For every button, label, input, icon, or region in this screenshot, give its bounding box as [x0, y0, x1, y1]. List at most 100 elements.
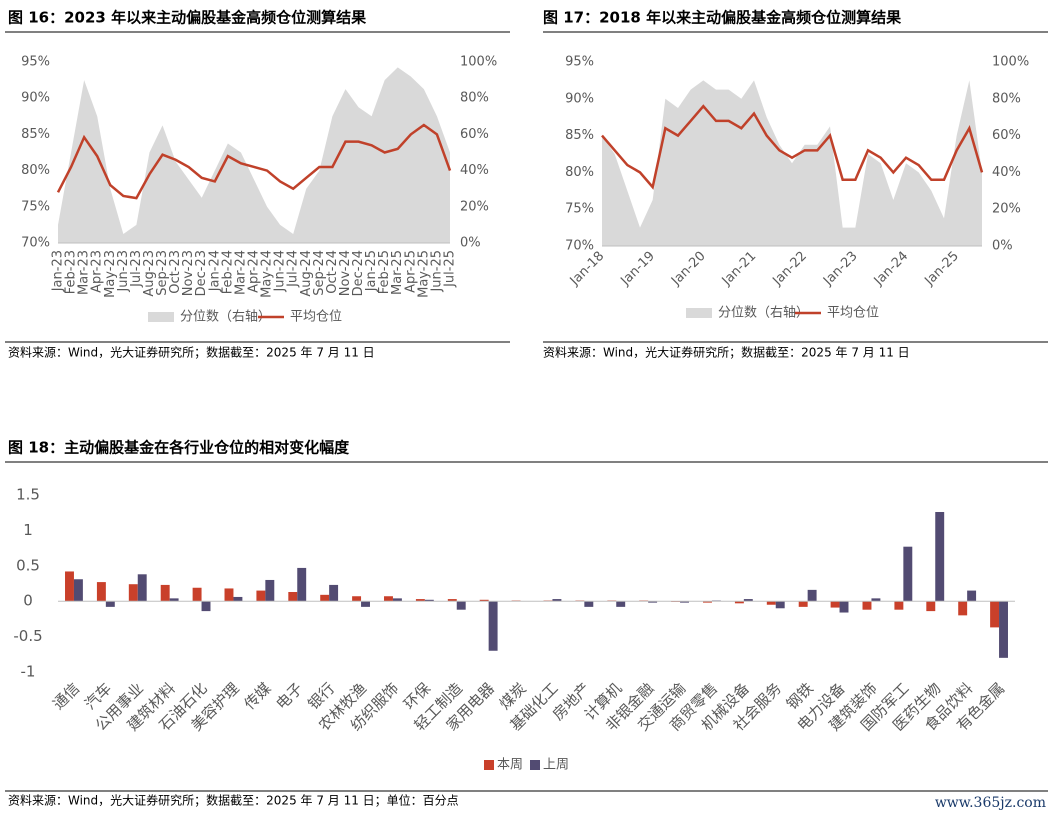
y-tick-label: 75% [565, 202, 594, 217]
x-tick-label: Aug-24 [299, 250, 314, 297]
bar [233, 596, 243, 602]
x-tick-label: 电子 [272, 679, 306, 713]
legend-label: 分位数（右轴） [180, 310, 271, 325]
x-tick-label: Sep-24 [312, 250, 327, 296]
y2-tick-label: 40% [460, 163, 489, 178]
y2-tick-label: 60% [460, 127, 489, 142]
bar [999, 601, 1008, 658]
x-tick-label: Mar-24 [233, 250, 248, 295]
line [56, 123, 452, 200]
y2-tick-label: 60% [992, 128, 1021, 143]
x-tick-label: Apr-23 [90, 250, 105, 293]
area [58, 67, 450, 244]
bar [703, 601, 712, 603]
bar [201, 601, 211, 612]
y-tick-label: 85% [565, 128, 594, 143]
x-tick-label: Jan-24 [871, 249, 912, 290]
x-tick-label: Feb-25 [377, 250, 392, 294]
bar [935, 511, 945, 602]
x-tick-label: Jan-23 [51, 250, 66, 292]
bar [616, 601, 626, 607]
y-tick-label: 95% [21, 55, 50, 70]
y-tick-label: 70% [21, 236, 50, 251]
bar [424, 599, 434, 602]
bar [990, 601, 1000, 628]
bar [96, 582, 106, 602]
x-tick-label: Nov-24 [338, 250, 353, 296]
bar [456, 601, 466, 610]
x-tick-label: Mar-25 [390, 250, 405, 295]
x-tick-label: 传媒 [241, 679, 275, 713]
x-tick-label: Jul-24 [286, 250, 301, 288]
bar [775, 601, 785, 609]
y-tick-label: 0.5 [16, 556, 40, 574]
bar [256, 590, 266, 602]
x-tick-label: Feb-23 [64, 250, 79, 294]
y2-tick-label: 20% [460, 199, 489, 214]
y-tick-label: 70% [565, 239, 594, 254]
bar [288, 591, 298, 602]
y-tick-label: 85% [21, 127, 50, 142]
bar [392, 598, 402, 602]
area [602, 80, 982, 247]
y2-tick-label: 100% [992, 55, 1029, 70]
chart-title: 图 17：2018 年以来主动偏股基金高频仓位测算结果 [543, 9, 902, 27]
bar [903, 546, 913, 602]
x-tick-label: Jan-20 [668, 249, 709, 290]
bar [958, 601, 968, 616]
x-tick-label: May-24 [260, 250, 275, 298]
bar [766, 601, 776, 605]
bar [169, 598, 179, 602]
x-tick-label: Apr-25 [403, 250, 418, 293]
x-tick-label: 通信 [49, 679, 83, 713]
bar [361, 601, 370, 607]
legend-label: 平均仓位 [827, 306, 879, 321]
x-tick-label: Jan-18 [567, 249, 608, 290]
legend-swatch [484, 760, 494, 770]
y-tick-label: 0 [23, 592, 33, 610]
bar [447, 599, 457, 602]
legend-label: 分位数（右轴） [718, 306, 809, 321]
bar [137, 574, 147, 602]
legend-swatch [148, 312, 174, 322]
bar [105, 601, 115, 607]
y2-tick-label: 80% [992, 91, 1021, 106]
chart-title: 图 16：2023 年以来主动偏股基金高频仓位测算结果 [8, 9, 367, 27]
y2-tick-label: 80% [460, 91, 489, 106]
x-tick-label: Feb-24 [220, 250, 235, 294]
bar [488, 601, 498, 651]
bar [894, 601, 904, 610]
x-tick-label: Aug-23 [142, 250, 157, 297]
bar [415, 599, 425, 602]
x-tick-label: Nov-23 [181, 250, 196, 296]
x-tick-label: Oct-24 [325, 250, 340, 294]
x-tick-label: Jun-24 [273, 250, 288, 293]
source: 资料来源：Wind，光大证券研究所；数据截至：2025 年 7 月 11 日 [543, 345, 910, 360]
legend-swatch [686, 308, 712, 318]
bar [160, 584, 170, 602]
x-tick-label: May-25 [416, 250, 431, 298]
bar [839, 601, 849, 613]
x-tick-label: Jan-23 [820, 249, 861, 290]
x-tick-label: Jan-24 [207, 250, 222, 292]
x-tick-label: Jan-25 [364, 250, 379, 292]
bar [384, 596, 393, 602]
line [601, 104, 984, 190]
bar [65, 571, 74, 602]
x-tick-label: Jan-25 [921, 249, 962, 290]
x-tick-label: Sep-23 [155, 250, 170, 296]
legend-swatch [530, 760, 540, 770]
source: 资料来源：Wind，光大证券研究所；数据截至：2025 年 7 月 11 日；单… [8, 793, 459, 808]
y-tick-label: 95% [565, 55, 594, 70]
source: 资料来源：Wind，光大证券研究所；数据截至：2025 年 7 月 11 日 [8, 345, 375, 360]
y2-tick-label: 0% [460, 236, 481, 251]
bar [734, 601, 744, 604]
x-tick-label: Dec-23 [194, 250, 209, 296]
watermark: www.365jz.com [935, 795, 1046, 811]
bar [967, 590, 977, 602]
x-tick-label: Jun-23 [116, 250, 131, 293]
chart-title: 图 18：主动偏股基金在各行业仓位的相对变化幅度 [8, 439, 350, 457]
y2-tick-label: 100% [460, 55, 497, 70]
x-tick-label: Jul-25 [443, 250, 458, 288]
